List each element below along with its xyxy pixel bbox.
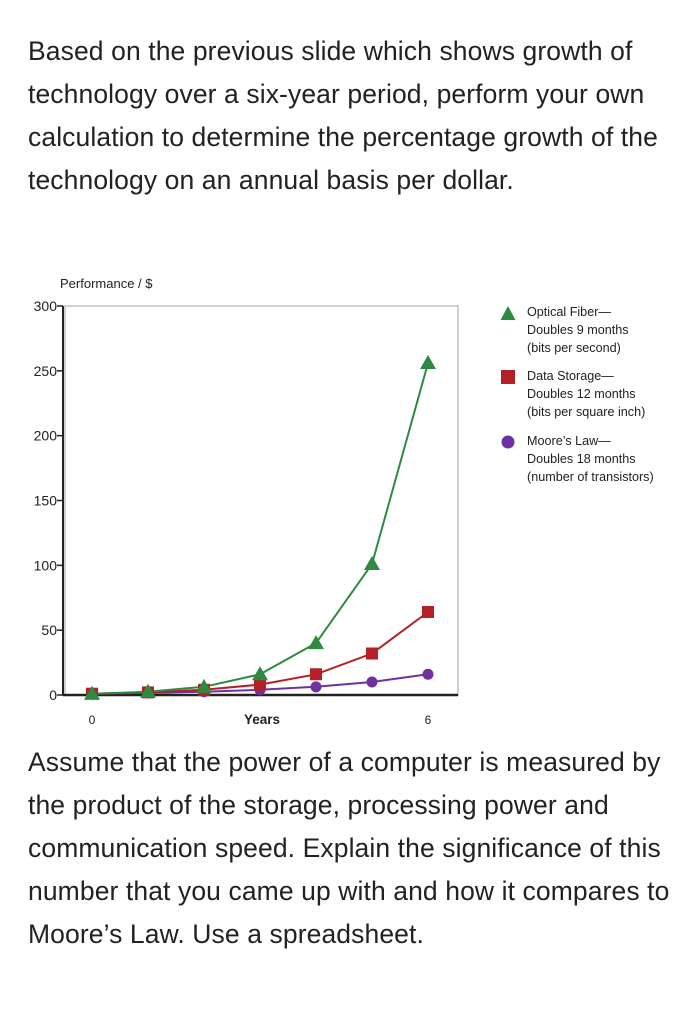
x-axis-label: Years [244, 712, 280, 727]
outro-paragraph: Assume that the power of a computer is m… [28, 747, 670, 949]
chart-canvas: Performance / $ Years 0 50 100 150 200 250 300… [34, 276, 459, 727]
y-tick-label: 100 [34, 557, 58, 573]
data-point-fiber [196, 678, 212, 693]
data-point-fiber [84, 685, 100, 700]
plot-border [64, 305, 459, 696]
x-tick-label: 6 [425, 713, 432, 727]
data-point-moore [310, 681, 322, 693]
data-point-storage [310, 668, 322, 681]
y-axis-label: Performance / $ [60, 276, 153, 291]
y-axis-ticks: 0 50 100 150 200 250 300 [34, 298, 63, 703]
y-tick-label: 150 [34, 493, 58, 509]
data-point-moore [366, 676, 378, 688]
y-tick-label: 200 [34, 428, 58, 444]
legend-rate: Doubles 18 months [527, 452, 636, 466]
circle-marker-icon [501, 435, 515, 449]
data-point-fiber [308, 635, 324, 650]
legend-title: Data Storage— [527, 369, 614, 383]
plot-frame [62, 305, 459, 697]
legend-unit: (number of transistors) [527, 470, 654, 484]
legend-title: Moore’s Law— [527, 434, 611, 448]
series-layer [84, 355, 436, 700]
data-point-fiber [420, 355, 436, 370]
legend-rate: Doubles 9 months [527, 323, 629, 337]
data-point-moore [422, 668, 434, 680]
y-tick-label: 0 [49, 687, 57, 703]
x-tick-label: 0 [89, 713, 96, 727]
square-marker-icon [501, 370, 515, 384]
data-point-fiber [140, 683, 156, 698]
data-point-storage [254, 678, 266, 691]
y-tick-label: 250 [34, 363, 58, 379]
legend-unit: (bits per second) [527, 341, 621, 355]
data-point-storage [366, 647, 378, 660]
data-point-storage [422, 606, 434, 619]
data-point-fiber [364, 556, 380, 571]
legend-title: Optical Fiber— [527, 305, 611, 319]
intro-paragraph: Based on the previous slide which shows … [28, 36, 658, 195]
data-point-fiber [252, 666, 268, 681]
performance-chart: Performance / $ Years 0 50 100 150 200 250 300… [0, 262, 697, 737]
y-tick-label: 300 [34, 298, 58, 314]
triangle-marker-icon [500, 306, 516, 320]
legend-rate: Doubles 12 months [527, 387, 636, 401]
legend-unit: (bits per square inch) [527, 405, 646, 419]
y-tick-label: 50 [41, 622, 57, 638]
series-line-fiber [91, 362, 429, 695]
